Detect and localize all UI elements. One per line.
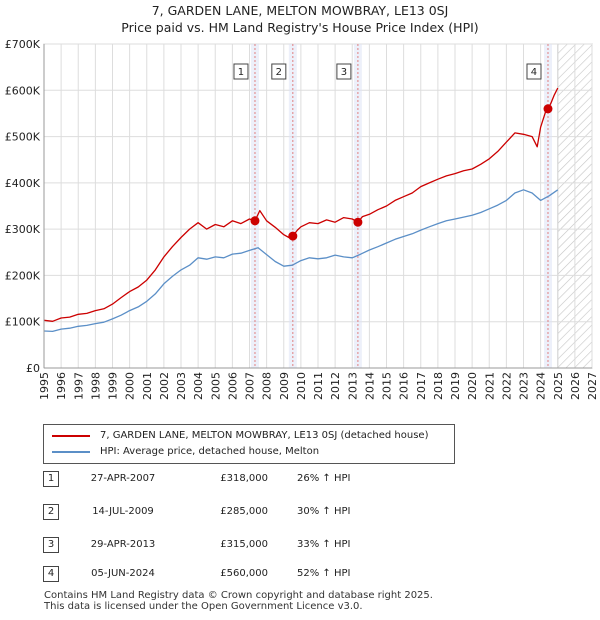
y-tick-label: £600K (5, 84, 41, 97)
x-tick-label: 1999 (107, 372, 120, 400)
y-tick-label: £700K (5, 38, 41, 51)
sale-date: 29-APR-2013 (90, 539, 156, 550)
sale-hpi-change: 33% ↑ HPI (297, 539, 351, 550)
sale-point (250, 216, 260, 226)
x-tick-label: 2013 (346, 372, 359, 400)
x-tick-label: 1996 (55, 372, 68, 400)
sale-price: £318,000 (220, 473, 268, 484)
sale-row-3: 3 29-APR-2013 £315,000 33% ↑ HPI (43, 537, 443, 553)
series-line-hpi (43, 189, 559, 333)
x-tick-label: 2027 (586, 372, 599, 400)
sale-price: £315,000 (220, 539, 268, 550)
chart-title: 7, GARDEN LANE, MELTON MOWBRAY, LE13 0SJ (151, 3, 449, 18)
legend-swatch-property (52, 435, 90, 437)
sale-price: £285,000 (220, 506, 268, 517)
sale-point (353, 217, 363, 227)
x-tick-label: 2024 (535, 372, 548, 400)
x-tick-label: 1995 (38, 372, 51, 400)
x-tick-label: 2009 (278, 372, 291, 400)
sale-hpi-change: 30% ↑ HPI (297, 506, 351, 517)
chart-canvas: £0 £100K £200K £300K £400K £500K £600K £700K 199… (5, 38, 599, 400)
x-tick-label: 2022 (500, 372, 513, 400)
sale-annotation-label: 4 (531, 67, 537, 78)
x-tick-label: 2017 (415, 372, 428, 400)
x-tick-label: 2020 (466, 372, 479, 400)
sale-row-2: 2 14-JUL-2009 £285,000 30% ↑ HPI (43, 504, 443, 520)
x-tick-label: 2014 (363, 372, 376, 400)
sale-annotation-box (336, 63, 352, 80)
x-tick-label: 2015 (381, 372, 394, 400)
chart-title-block: 7, GARDEN LANE, MELTON MOWBRAY, LE13 0SJ… (0, 2, 600, 36)
sale-annotation-box (233, 63, 249, 80)
sale-annotation-box (526, 63, 542, 80)
sale-price: £560,000 (220, 568, 268, 579)
x-tick-label: 2023 (518, 372, 531, 400)
x-tick-label: 2018 (432, 372, 445, 400)
sale-badge: 4 (43, 566, 59, 582)
x-tick-label: 2004 (192, 372, 205, 400)
x-tick-label: 2016 (398, 372, 411, 400)
x-tick-label: 1998 (89, 372, 102, 400)
sale-hpi-change: 26% ↑ HPI (297, 473, 351, 484)
y-tick-label: £100K (5, 316, 41, 329)
x-tick-label: 2019 (449, 372, 462, 400)
legend-label-property: 7, GARDEN LANE, MELTON MOWBRAY, LE13 0SJ… (100, 430, 429, 441)
sale-row-4: 4 05-JUN-2024 £560,000 52% ↑ HPI (43, 566, 443, 582)
y-tick-label: £300K (5, 223, 41, 236)
sale-row-1: 1 27-APR-2007 £318,000 26% ↑ HPI (43, 471, 443, 487)
footer-line-1: Contains HM Land Registry data © Crown c… (44, 590, 433, 601)
sale-badge: 2 (43, 504, 59, 520)
x-tick-label: 2007 (244, 372, 257, 400)
x-tick-label: 2000 (124, 372, 137, 400)
x-tick-label: 2005 (209, 372, 222, 400)
sale-annotation-box (271, 63, 287, 80)
y-tick-label: £0 (26, 362, 40, 375)
sale-point (543, 104, 553, 114)
x-tick-label: 2008 (261, 372, 274, 400)
sale-badge: 1 (43, 471, 59, 487)
x-tick-label: 2006 (226, 372, 239, 400)
chart-subtitle: Price paid vs. HM Land Registry's House … (121, 20, 479, 35)
sale-annotation-label: 2 (276, 67, 282, 78)
x-tick-label: 2021 (483, 372, 496, 400)
attribution-footer: Contains HM Land Registry data © Crown c… (44, 590, 433, 612)
sale-date: 05-JUN-2024 (91, 568, 155, 579)
sale-hpi-change: 52% ↑ HPI (297, 568, 351, 579)
sale-date: 27-APR-2007 (90, 473, 156, 484)
sale-date: 14-JUL-2009 (92, 506, 154, 517)
sale-badge: 3 (43, 537, 59, 553)
legend-label-hpi: HPI: Average price, detached house, Melt… (100, 446, 320, 457)
y-tick-label: £200K (5, 269, 41, 282)
sale-point (288, 231, 298, 241)
sale-annotation-label: 3 (341, 67, 347, 78)
x-tick-label: 2003 (175, 372, 188, 400)
footer-line-2: This data is licensed under the Open Gov… (44, 601, 363, 612)
series-line-property (43, 87, 559, 322)
legend: 7, GARDEN LANE, MELTON MOWBRAY, LE13 0SJ… (43, 424, 455, 464)
x-tick-label: 2026 (569, 372, 582, 400)
x-tick-label: 1997 (72, 372, 85, 400)
x-tick-label: 2001 (141, 372, 154, 400)
x-tick-label: 2010 (295, 372, 308, 400)
legend-swatch-hpi (52, 451, 90, 453)
y-tick-label: £400K (5, 177, 41, 190)
x-tick-label: 2002 (158, 372, 171, 400)
x-tick-label: 2012 (329, 372, 342, 400)
x-tick-label: 2025 (552, 372, 565, 400)
y-tick-label: £500K (5, 131, 41, 144)
sale-annotation-label: 1 (238, 67, 244, 78)
x-tick-label: 2011 (312, 372, 325, 400)
